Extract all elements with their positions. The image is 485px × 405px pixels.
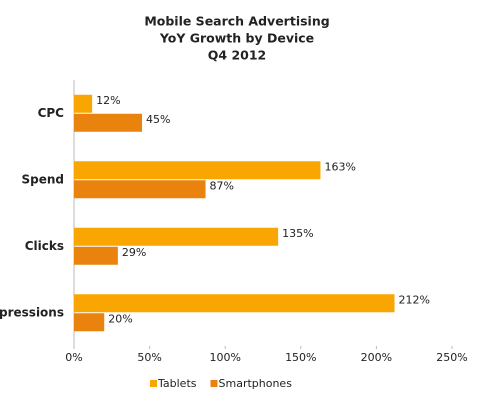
- chart-title: Q4 2012: [208, 48, 266, 63]
- x-tick-label: 250%: [436, 351, 467, 364]
- y-tick-label: Clicks: [25, 239, 64, 253]
- legend-swatch: [150, 380, 157, 387]
- legend-label: Tablets: [157, 377, 197, 390]
- y-tick-label: Impressions: [0, 305, 64, 319]
- bar: [74, 180, 206, 199]
- bar: [74, 161, 321, 180]
- value-label: 163%: [324, 160, 355, 173]
- x-tick-label: 0%: [65, 351, 82, 364]
- legend-label: Smartphones: [219, 377, 293, 390]
- legend-swatch: [210, 380, 218, 387]
- value-label: 87%: [210, 179, 234, 192]
- bar: [74, 246, 118, 265]
- value-label: 212%: [399, 293, 430, 306]
- bar: [74, 227, 279, 246]
- value-label: 45%: [146, 113, 170, 126]
- bar: [74, 94, 93, 113]
- bar: [74, 313, 105, 332]
- chart-title: YoY Growth by Device: [159, 31, 314, 46]
- value-label: 29%: [122, 246, 146, 259]
- chart-title: Mobile Search Advertising: [144, 14, 329, 29]
- x-tick-label: 200%: [361, 351, 392, 364]
- y-tick-label: Spend: [21, 172, 64, 186]
- x-tick-label: 150%: [285, 351, 316, 364]
- bar: [74, 294, 395, 313]
- bar: [74, 113, 143, 132]
- value-label: 20%: [108, 312, 132, 325]
- x-tick-label: 50%: [137, 351, 161, 364]
- x-tick-label: 100%: [209, 351, 240, 364]
- value-label: 12%: [96, 94, 120, 107]
- value-label: 135%: [282, 227, 313, 240]
- y-tick-label: CPC: [38, 106, 65, 120]
